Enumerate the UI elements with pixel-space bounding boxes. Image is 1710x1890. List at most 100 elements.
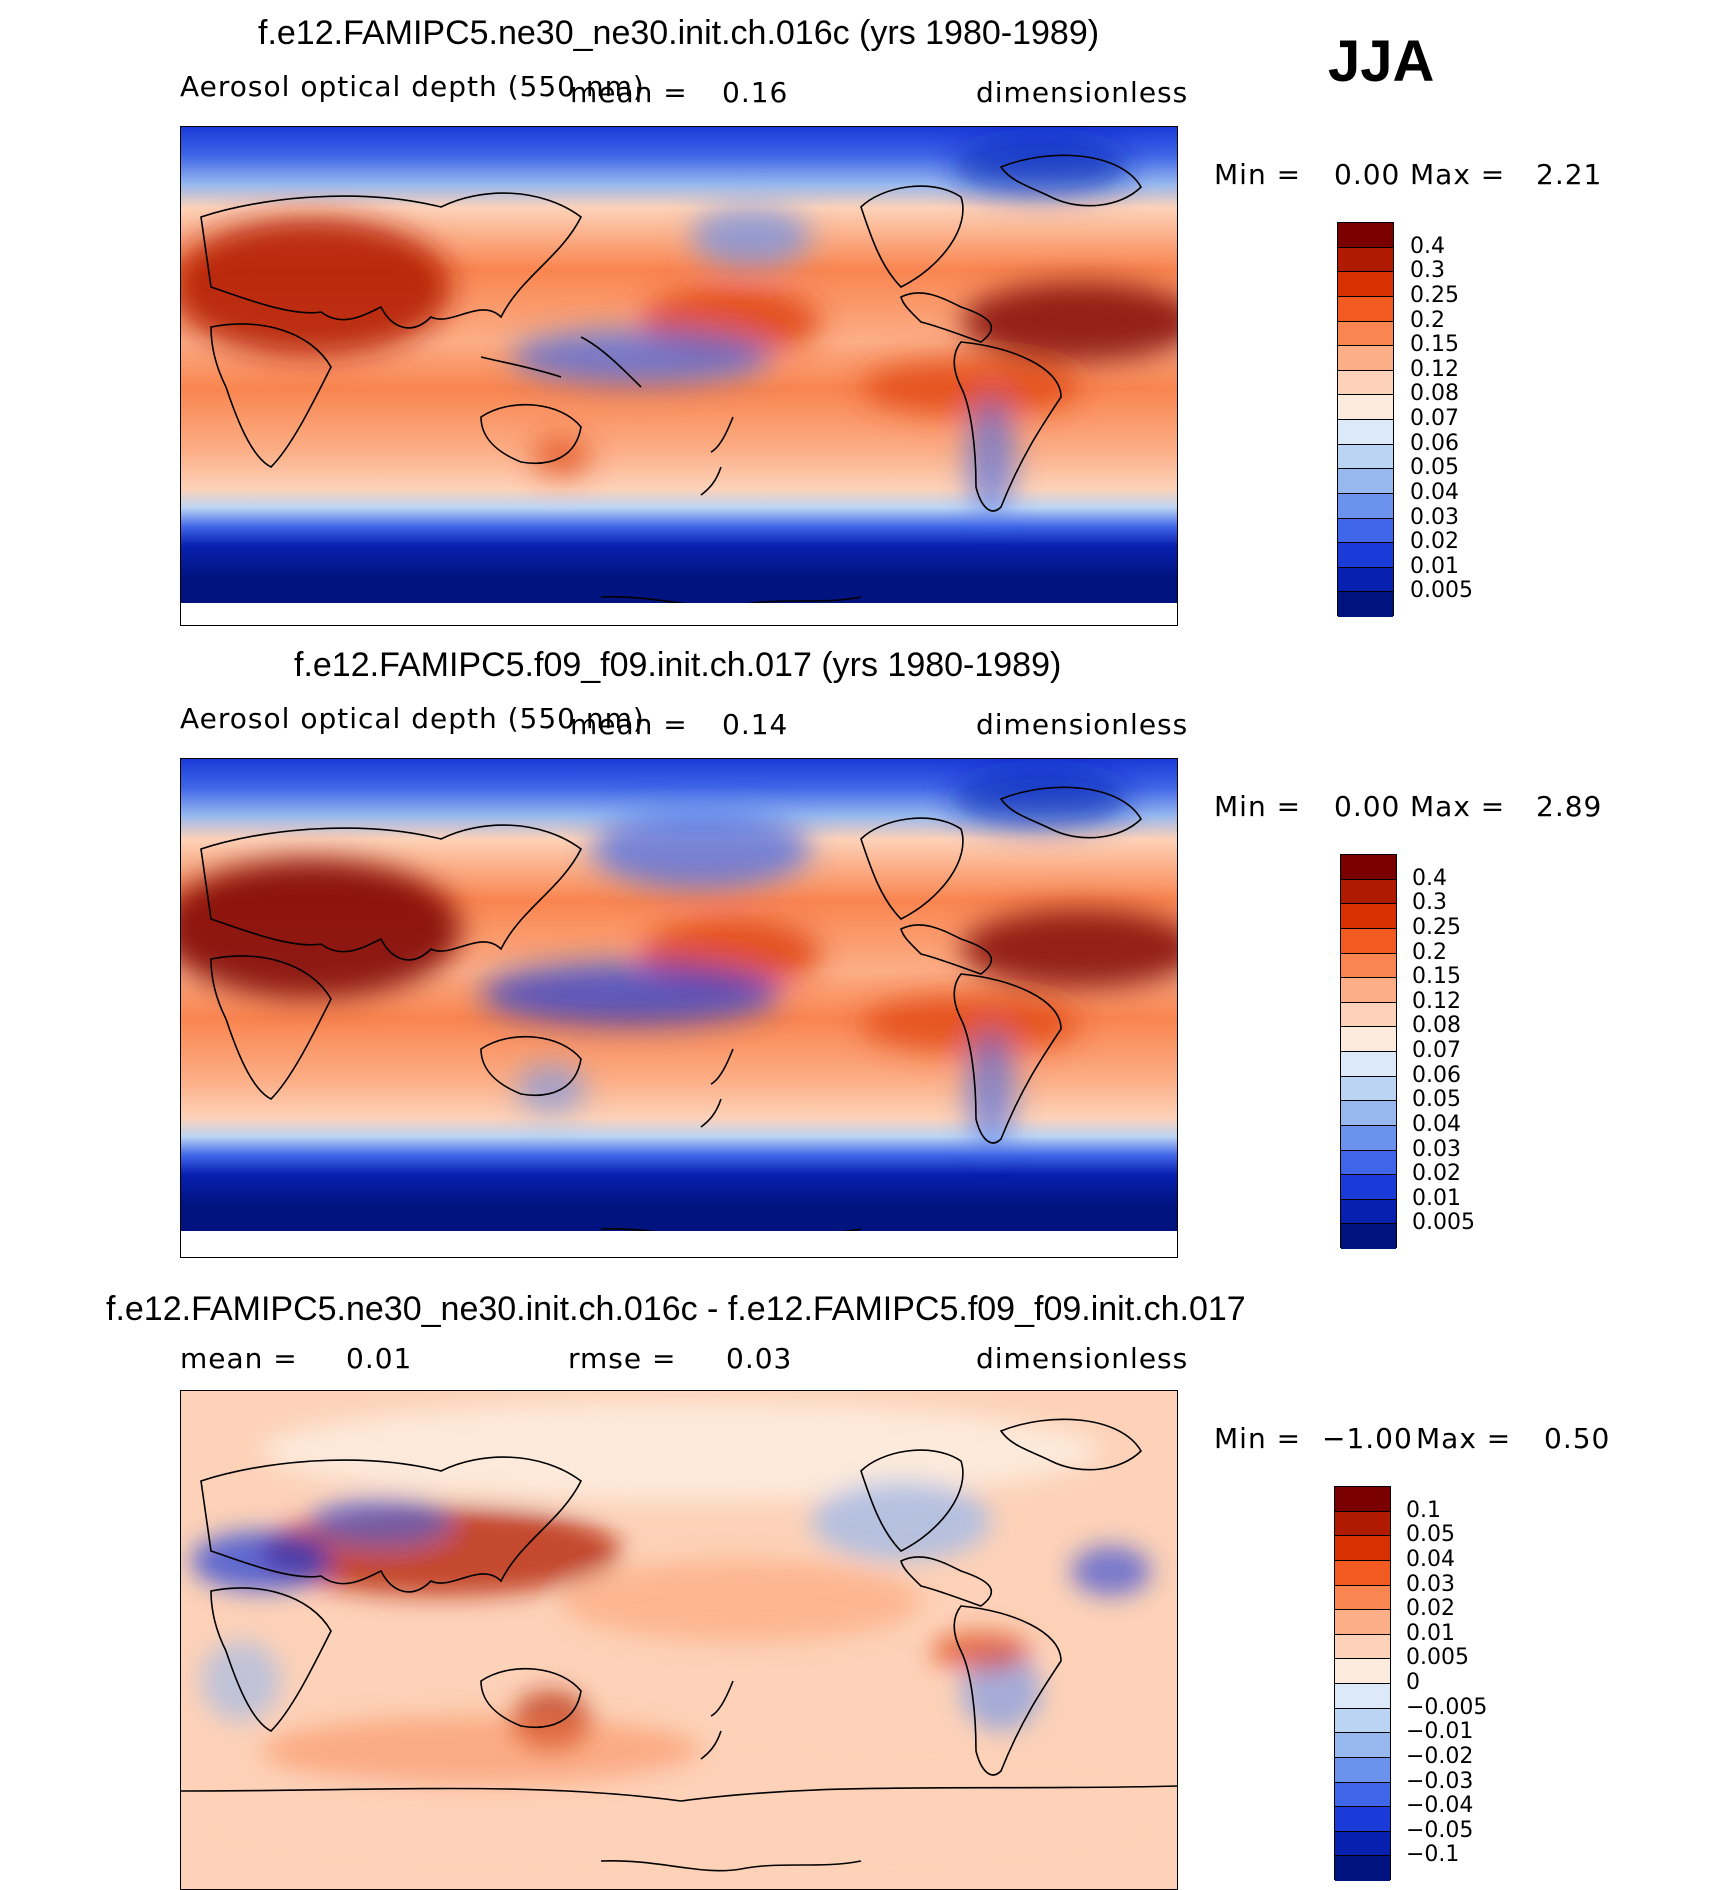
panel3-units: dimensionless <box>976 1342 1189 1375</box>
panel1-colorbar-swatch <box>1338 518 1393 544</box>
panel2-colorbar-swatch <box>1341 1052 1396 1077</box>
panel2-colorbar-swatch <box>1341 1002 1396 1028</box>
panel2-map <box>180 758 1178 1258</box>
panel3-colorbar-swatch <box>1335 1659 1390 1684</box>
panel3-colorbar-swatch <box>1335 1560 1390 1586</box>
panel1-colorbar-swatch <box>1338 395 1393 420</box>
panel1-mean-value: 0.16 <box>722 76 789 109</box>
panel1-title: f.e12.FAMIPC5.ne30_ne30.init.ch.016c (yr… <box>258 14 1100 52</box>
panel2-colorbar-swatch <box>1341 1101 1396 1126</box>
panel2-colorbar-tick-label: 0.3 <box>1412 890 1447 916</box>
panel1-colorbar-tick-label: 0.07 <box>1410 406 1459 431</box>
panel3-colorbar-tick-label: 0.01 <box>1406 1620 1455 1646</box>
panel1-units: dimensionless <box>976 76 1189 109</box>
panel1-colorbar-tick-label: 0.01 <box>1410 553 1459 579</box>
panel2-colorbar-swatch <box>1341 855 1396 880</box>
panel2-min-value: 0.00 <box>1334 790 1401 823</box>
panel1-map-graphic <box>181 127 1177 625</box>
panel2-colorbar-tick-label: 0.03 <box>1412 1136 1461 1162</box>
panel3-colorbar-swatch <box>1335 1831 1390 1857</box>
panel2-colorbar-tick-label: 0.07 <box>1412 1038 1461 1063</box>
panel3-colorbar-swatch <box>1335 1684 1390 1709</box>
panel2-max-value: 2.89 <box>1536 790 1603 823</box>
panel1-max-value: 2.21 <box>1536 158 1603 191</box>
panel3-colorbar-tick-label: −0.02 <box>1406 1743 1474 1769</box>
panel2-colorbar-swatch <box>1341 953 1396 979</box>
panel1-colorbar-tick-label: 0.005 <box>1410 578 1473 604</box>
panel1-min-value: 0.00 <box>1334 158 1401 191</box>
panel2-colorbar-tick-label: 0.04 <box>1412 1111 1461 1137</box>
panel2-colorbar-tick-label: 0.25 <box>1412 914 1461 940</box>
panel1-map <box>180 126 1178 626</box>
panel1-colorbar-swatch <box>1338 296 1393 322</box>
panel1-colorbar-tick-label: 0.12 <box>1410 356 1459 382</box>
panel1-mean-label: mean = <box>570 76 688 109</box>
panel1-colorbar-tick-label: 0.4 <box>1410 233 1445 259</box>
panel2-colorbar-tick-label: 0.15 <box>1412 964 1461 990</box>
panel3-colorbar-swatch <box>1335 1634 1390 1660</box>
panel1-colorbar-tick-label: 0.2 <box>1410 307 1445 333</box>
panel3-min-value: −1.00 <box>1322 1422 1413 1455</box>
panel1-colorbar-tick-label: 0.08 <box>1410 381 1459 407</box>
panel2-colorbar-swatch <box>1341 1199 1396 1225</box>
panel2-colorbar-swatch <box>1341 1125 1396 1151</box>
panel2-colorbar-swatch <box>1341 1224 1396 1249</box>
panel1-colorbar-tick-label: 0.15 <box>1410 332 1459 358</box>
panel1-colorbar-swatch <box>1338 272 1393 297</box>
panel1-colorbar-swatch <box>1338 543 1393 568</box>
panel3-colorbar-swatch <box>1335 1585 1390 1611</box>
panel3-colorbar-swatch <box>1335 1782 1390 1808</box>
panel2-units: dimensionless <box>976 708 1189 741</box>
panel2-colorbar-tick-label: 0.05 <box>1412 1087 1461 1113</box>
panel3-max-value: 0.50 <box>1544 1422 1611 1455</box>
panel3-colorbar-swatch <box>1335 1733 1390 1758</box>
panel3-colorbar-tick-label: −0.005 <box>1406 1694 1488 1720</box>
panel2-colorbar-swatch <box>1341 1076 1396 1102</box>
panel3-rmse-value: 0.03 <box>726 1342 793 1375</box>
panel2-mean-value: 0.14 <box>722 708 789 741</box>
panel1-min-label: Min = <box>1214 158 1302 191</box>
panel3-colorbar-tick-label: 0.02 <box>1406 1596 1455 1622</box>
panel1-colorbar-swatch <box>1338 420 1393 445</box>
panel2-colorbar-swatch <box>1341 978 1396 1003</box>
panel3-colorbar-swatch <box>1335 1487 1390 1512</box>
panel2-colorbar-swatch <box>1341 928 1396 954</box>
panel2-colorbar-swatch <box>1341 1175 1396 1200</box>
panel3-mean-label: mean = <box>180 1342 298 1375</box>
panel3-min-label: Min = <box>1214 1422 1302 1455</box>
panel1-colorbar-tick-label: 0.02 <box>1410 529 1459 555</box>
panel3-colorbar-tick-label: −0.01 <box>1406 1719 1474 1745</box>
panel3-colorbar-tick-label: 0.05 <box>1406 1522 1455 1548</box>
panel3-colorbar-swatch <box>1335 1511 1390 1537</box>
panel3-colorbar-tick-label: 0.005 <box>1406 1645 1469 1671</box>
panel1-max-label: Max = <box>1410 158 1506 191</box>
panel3-colorbar-tick-label: −0.03 <box>1406 1768 1474 1794</box>
panel3-map <box>180 1390 1178 1890</box>
panel3-colorbar-tick-label: −0.04 <box>1406 1793 1474 1819</box>
panel3-colorbar-tick-label: −0.1 <box>1406 1842 1460 1868</box>
panel1-colorbar-swatch <box>1338 444 1393 470</box>
panel3-colorbar <box>1334 1486 1391 1881</box>
season-label: JJA <box>1328 29 1435 94</box>
panel2-colorbar-swatch <box>1341 1150 1396 1176</box>
panel3-colorbar-swatch <box>1335 1757 1390 1783</box>
panel2-colorbar-swatch <box>1341 904 1396 929</box>
panel2-colorbar-tick-label: 0.2 <box>1412 939 1447 965</box>
panel2-colorbar-tick-label: 0.4 <box>1412 865 1447 891</box>
panel1-colorbar-swatch <box>1338 321 1393 347</box>
panel3-colorbar-tick-label: 0 <box>1406 1670 1420 1695</box>
panel2-colorbar <box>1340 854 1397 1249</box>
panel3-colorbar-tick-label: 0.03 <box>1406 1571 1455 1597</box>
panel1-colorbar-tick-label: 0.04 <box>1410 479 1459 505</box>
panel1-colorbar-tick-label: 0.03 <box>1410 504 1459 530</box>
panel3-colorbar-swatch <box>1335 1856 1390 1881</box>
panel2-colorbar-tick-label: 0.01 <box>1412 1185 1461 1211</box>
panel1-colorbar-tick-label: 0.06 <box>1410 430 1459 456</box>
panel3-map-graphic <box>181 1391 1177 1889</box>
panel1-colorbar-swatch <box>1338 247 1393 273</box>
panel2-min-label: Min = <box>1214 790 1302 823</box>
panel2-title: f.e12.FAMIPC5.f09_f09.init.ch.017 (yrs 1… <box>294 646 1062 684</box>
panel1-colorbar-tick-label: 0.25 <box>1410 282 1459 308</box>
panel1-colorbar <box>1337 222 1394 617</box>
panel2-variable-label: Aerosol optical depth (550 nm) <box>180 702 645 735</box>
